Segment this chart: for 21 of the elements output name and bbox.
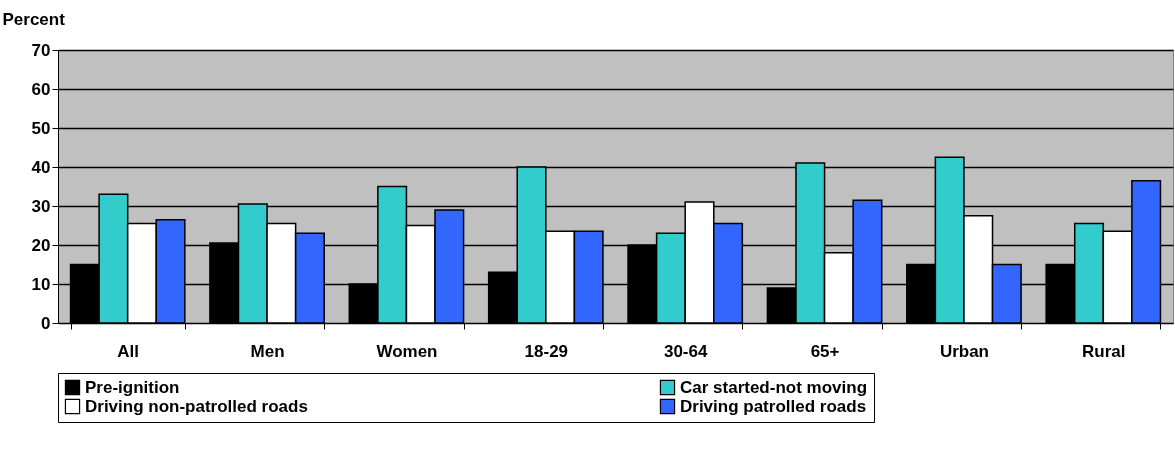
x-tick-label: 30-64 bbox=[663, 341, 708, 361]
x-tick-label: Rural bbox=[1082, 341, 1126, 361]
y-tick-label: 60 bbox=[31, 79, 51, 99]
x-tick-label: 65+ bbox=[810, 341, 840, 361]
x-tick-label: Men bbox=[250, 341, 285, 361]
y-tick-label: 30 bbox=[31, 196, 51, 216]
legend-label: Pre-ignition bbox=[85, 377, 180, 397]
y-tick-label: 70 bbox=[31, 40, 51, 60]
y-tick-label: 10 bbox=[31, 274, 51, 294]
x-tick-label: Women bbox=[376, 341, 438, 361]
y-tick-label: 0 bbox=[41, 313, 51, 333]
x-tick-label: All bbox=[117, 341, 140, 361]
legend-label: Driving patrolled roads bbox=[680, 396, 867, 416]
y-axis-title: Percent bbox=[2, 9, 66, 29]
x-tick-label: 18-29 bbox=[524, 341, 569, 361]
y-tick-label: 20 bbox=[31, 235, 51, 255]
y-tick-label: 40 bbox=[31, 157, 51, 177]
legend-label: Driving non-patrolled roads bbox=[85, 396, 308, 416]
x-tick-label: Urban bbox=[939, 341, 989, 361]
y-tick-label: 50 bbox=[31, 118, 51, 138]
legend-label: Car started-not moving bbox=[680, 377, 868, 397]
